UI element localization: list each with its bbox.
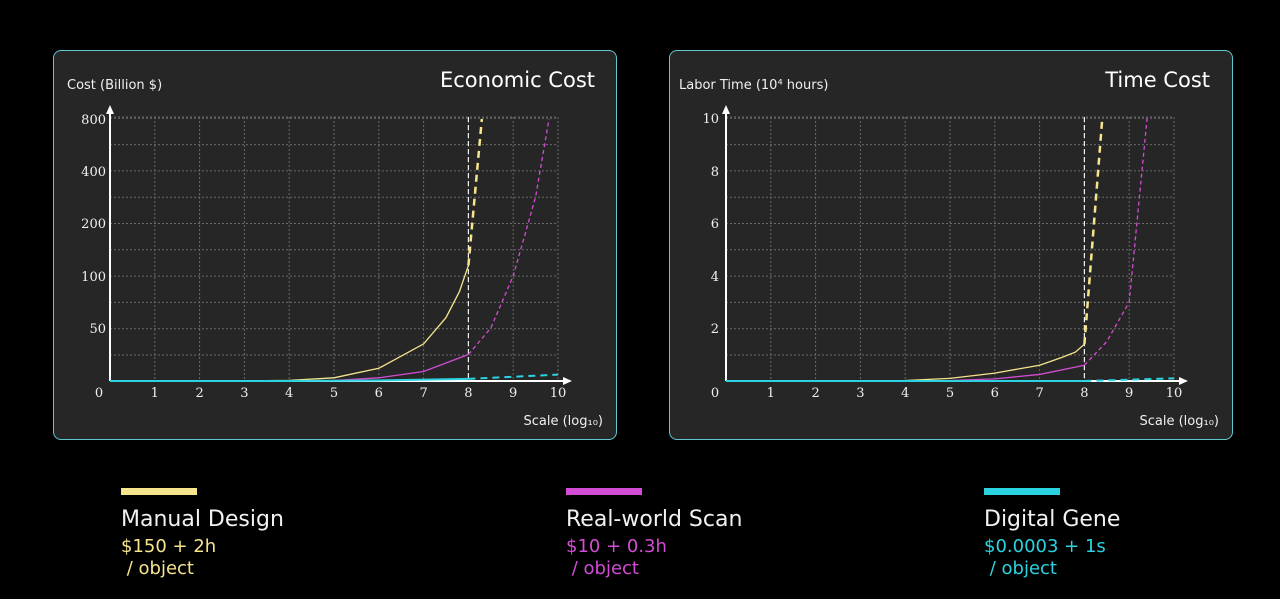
legend-unit: / object [121,558,194,579]
x-tick-label: 2 [195,386,203,401]
y-tick-label: 8 [711,165,719,180]
x-tick-label: 8 [1080,386,1088,401]
y-tick-label: 800 [81,113,106,128]
legend-cost: $10 + 0.3h [566,536,667,557]
time-cost-panel: 0 1 2 3 4 5 6 7 8 9 10 2 4 6 8 10 Time Cost Labor Time (1… [669,50,1233,440]
x-tick-label: 0 [95,386,103,401]
x-tick-label: 6 [991,386,999,401]
x-tick-label: 9 [1125,386,1133,401]
x-axis-label: Scale (log₁₀) [524,414,604,429]
x-tick-label: 3 [856,386,864,401]
legend-cost: $150 + 2h [121,536,217,557]
x-axis-arrow [1179,377,1188,385]
legend-real-world-scan: Real-world Scan $10 + 0.3h / object [566,488,742,580]
series-manual-design-extrapolated [467,118,484,266]
x-tick-label: 5 [330,386,338,401]
time-cost-chart: 0 1 2 3 4 5 6 7 8 9 10 2 4 6 8 10 Time Cost Labor Time (1… [679,68,1220,429]
legend-manual-design: Manual Design $150 + 2h / object [121,488,284,580]
y-tick-label: 50 [89,322,106,337]
x-tick-label: 1 [151,386,159,401]
y-tick-label: 2 [711,322,719,337]
y-tick-label: 10 [702,112,719,127]
series-digital-gene-extrapolated [1084,377,1175,382]
x-tick-label: 2 [811,386,819,401]
legend-digital-gene: Digital Gene $0.0003 + 1s / object [984,488,1120,580]
legend-unit: / object [984,558,1057,579]
x-axis-label: Scale (log₁₀) [1140,414,1220,429]
legend-swatch [566,488,642,495]
legend-cost: $0.0003 + 1s [984,536,1106,557]
economic-cost-panel: 0 1 2 3 4 5 6 7 8 9 10 50 100 200 400 800 Economic Cost C… [53,50,617,440]
x-tick-label: 4 [285,386,293,401]
y-tick-label: 200 [81,217,106,232]
series-digital-gene-extrapolated [468,373,559,380]
x-tick-label: 4 [901,386,909,401]
x-tick-label: 1 [767,386,775,401]
x-tick-label: 7 [419,386,427,401]
legend-label: Digital Gene [984,507,1121,532]
legend-swatch [121,488,197,495]
x-tick-label: 9 [509,386,517,401]
x-tick-label: 7 [1035,386,1043,401]
x-tick-label: 6 [375,386,383,401]
y-axis-arrow [722,105,730,114]
y-tick-label: 4 [711,270,719,285]
legend-swatch [984,488,1060,495]
x-tick-label: 10 [550,386,567,401]
series-digital-gene [110,377,469,382]
x-tick-label: 10 [1166,386,1183,401]
chart-title: Economic Cost [440,68,595,92]
x-tick-label: 0 [711,386,719,401]
y-tick-label: 100 [81,270,106,285]
y-axis-label: Cost (Billion $) [67,78,162,93]
x-axis-arrow [563,377,572,385]
legend-label: Real-world Scan [566,507,743,532]
economic-cost-chart: 0 1 2 3 4 5 6 7 8 9 10 50 100 200 400 800 Economic Cost C… [67,68,604,429]
legend-unit: / object [566,558,639,579]
y-tick-label: 6 [711,217,719,232]
y-axis-label: Labor Time (10⁴ hours) [679,78,828,93]
y-axis-arrow [106,105,114,114]
x-tick-label: 5 [946,386,954,401]
y-tick-label: 400 [81,165,106,180]
x-tick-label: 3 [240,386,248,401]
legend-label: Manual Design [121,507,284,532]
chart-title: Time Cost [1104,68,1210,92]
series-manual-design-extrapolated [1083,117,1104,345]
x-tick-label: 8 [464,386,472,401]
series-real-world-scan-extrapolated [467,118,550,355]
series-real-world-scan-extrapolated [1083,117,1148,366]
